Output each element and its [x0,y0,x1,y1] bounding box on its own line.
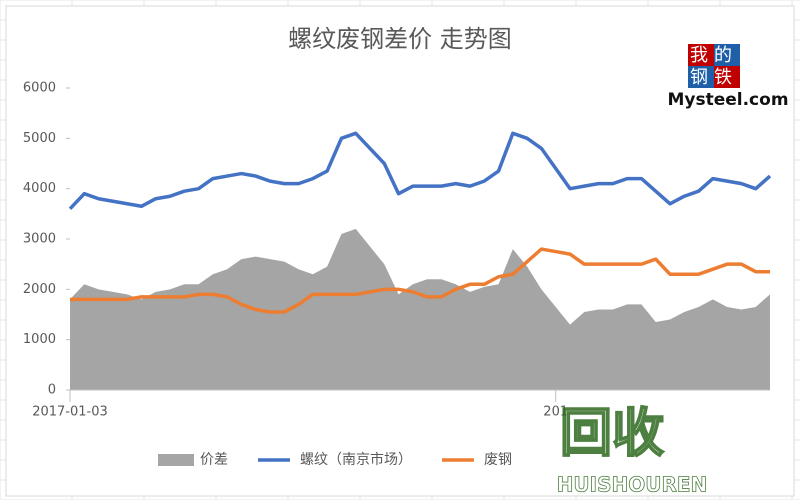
logo-block [714,66,740,88]
x-tick-label: 201 [543,405,568,420]
line [70,247,770,314]
y-tick-label: 1000 [23,332,56,347]
y-tick-label: 6000 [23,81,56,96]
watermark-icon [696,402,749,457]
area [70,228,770,390]
legend-swatch [158,454,194,466]
x-tick-label: 2017-01-03 [32,405,108,420]
y-tick-label: 3000 [23,232,56,247]
logo-block [714,44,740,66]
logo: 我的 钢铁 Mysteel.com [667,44,789,110]
legend-label: 废钢 [484,452,512,468]
y-tick-label: 5000 [23,131,56,146]
chart-frame [5,5,795,497]
line [68,131,772,211]
y-tick-label: 0 [48,383,56,398]
watermark: 回收 HUISHOUREN [556,402,749,497]
chart-title: 螺纹废钢差价 走势图 [288,25,512,53]
y-tick-label: 2000 [23,282,56,297]
watermark-mark: 回收 [560,404,664,464]
logo-block [688,66,714,88]
plot-area: 0 1000 2000 3000 4000 5000 6000 2017-01-03 201 价差… [23,81,772,468]
y-tick-label: 4000 [23,181,56,196]
legend-label: 螺纹（南京市场） [300,451,412,468]
legend-label: 价差 [200,452,228,468]
logo-block [688,44,714,66]
watermark-text: HUISHOUREN [557,473,708,497]
logo-text: 我的 [690,45,738,66]
logo-text: 钢铁 [690,67,738,88]
logo-brand: Mysteel.com [667,90,788,110]
